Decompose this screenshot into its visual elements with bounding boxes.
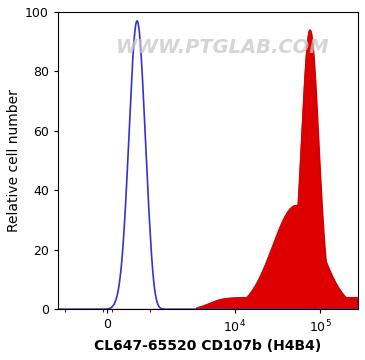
Text: WWW.PTGLAB.COM: WWW.PTGLAB.COM: [116, 38, 330, 57]
Y-axis label: Relative cell number: Relative cell number: [7, 89, 21, 232]
X-axis label: CL647-65520 CD107b (H4B4): CL647-65520 CD107b (H4B4): [95, 339, 322, 353]
